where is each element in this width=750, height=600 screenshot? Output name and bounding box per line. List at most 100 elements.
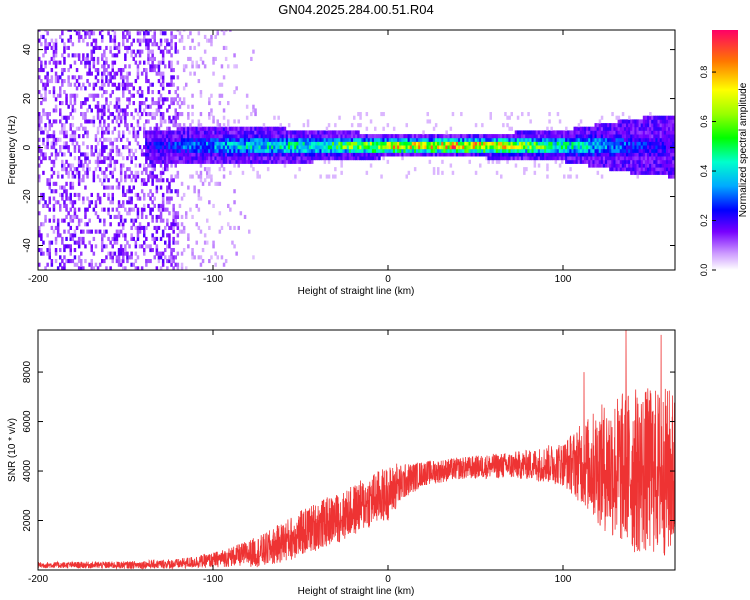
heatmap-cell xyxy=(166,185,169,190)
heatmap-cell xyxy=(653,148,656,153)
heatmap-cell xyxy=(556,145,560,150)
heatmap-cell xyxy=(275,141,278,146)
heatmap-cell xyxy=(105,255,108,260)
heatmap-cell xyxy=(168,240,171,245)
heatmap-cell xyxy=(565,152,568,157)
heatmap-cell xyxy=(233,163,236,168)
heatmap-cell xyxy=(63,123,66,128)
heatmap-cell xyxy=(157,134,161,139)
heatmap-cell xyxy=(138,93,142,98)
heatmap-cell xyxy=(397,137,400,142)
heatmap-cell xyxy=(59,130,62,135)
heatmap-cell xyxy=(94,75,98,80)
heatmap-cell xyxy=(302,145,306,150)
heatmap-cell xyxy=(182,123,186,128)
heatmap-cell xyxy=(122,86,125,91)
heatmap-cell xyxy=(455,145,459,150)
x-tick-label: 100 xyxy=(555,274,572,285)
heatmap-cell xyxy=(558,152,562,157)
heatmap-cell xyxy=(640,141,644,146)
heatmap-cell xyxy=(609,148,612,153)
heatmap-cell xyxy=(229,30,232,32)
heatmap-cell xyxy=(130,159,133,164)
heatmap-cell xyxy=(178,159,182,164)
heatmap-cell xyxy=(168,137,171,142)
heatmap-cell xyxy=(638,119,642,124)
heatmap-cell xyxy=(71,115,75,120)
heatmap-cell xyxy=(119,167,123,172)
heatmap-cell xyxy=(579,126,583,131)
heatmap-cell xyxy=(382,134,385,139)
heatmap-cell xyxy=(94,203,98,208)
heatmap-cell xyxy=(155,214,159,219)
heatmap-cell xyxy=(138,229,142,234)
heatmap-cell xyxy=(103,192,106,197)
heatmap-cell xyxy=(527,148,530,153)
heatmap-cell xyxy=(651,167,654,172)
heatmap-cell xyxy=(153,159,156,164)
heatmap-cell xyxy=(199,229,203,234)
heatmap-cell xyxy=(315,148,318,153)
heatmap-cell xyxy=(50,141,54,146)
heatmap-cell xyxy=(598,156,602,161)
heatmap-cell xyxy=(147,130,150,135)
heatmap-cell xyxy=(661,148,665,153)
heatmap-cell xyxy=(94,229,98,234)
heatmap-cell xyxy=(44,82,47,87)
heatmap-cell xyxy=(42,222,45,227)
heatmap-cell xyxy=(199,123,203,128)
heatmap-cell xyxy=(296,156,299,161)
heatmap-cell xyxy=(189,45,192,50)
heatmap-cell xyxy=(632,159,635,164)
heatmap-cell xyxy=(586,145,589,150)
heatmap-cell xyxy=(468,148,471,153)
y-tick-label: 6000 xyxy=(22,410,33,433)
heatmap-cell xyxy=(151,90,154,95)
heatmap-cell xyxy=(50,79,54,84)
heatmap-cell xyxy=(464,141,467,146)
heatmap-cell xyxy=(140,101,144,106)
heatmap-cell xyxy=(581,126,585,131)
heatmap-cell xyxy=(371,137,375,142)
heatmap-cell xyxy=(59,60,62,65)
heatmap-cell xyxy=(428,119,432,124)
heatmap-cell xyxy=(598,137,602,142)
heatmap-cell xyxy=(367,156,371,161)
heatmap-cell xyxy=(176,214,180,219)
heatmap-cell xyxy=(38,156,41,161)
heatmap-cell xyxy=(56,225,60,230)
heatmap-cell xyxy=(315,137,318,142)
heatmap-cell xyxy=(109,49,112,54)
heatmap-cell xyxy=(248,145,251,150)
heatmap-cell xyxy=(642,119,646,124)
heatmap-cell xyxy=(325,156,329,161)
heatmap-cell xyxy=(90,259,93,264)
heatmap-cell xyxy=(80,60,83,65)
heatmap-cell xyxy=(210,112,213,117)
heatmap-cell xyxy=(176,225,180,230)
heatmap-cell xyxy=(103,60,106,65)
heatmap-cell xyxy=(73,60,77,65)
heatmap-cell xyxy=(80,259,83,264)
heatmap-cell xyxy=(531,134,534,139)
heatmap-cell xyxy=(67,211,70,216)
heatmap-cell xyxy=(130,225,133,230)
heatmap-cell xyxy=(151,64,154,69)
heatmap-cell xyxy=(292,159,295,164)
heatmap-cell xyxy=(195,137,198,142)
heatmap-cell xyxy=(164,31,167,36)
heatmap-cell xyxy=(506,148,509,153)
heatmap-cell xyxy=(453,152,457,157)
heatmap-cell xyxy=(544,130,547,135)
heatmap-cell xyxy=(182,30,186,32)
heatmap-cell xyxy=(374,145,377,150)
heatmap-cell xyxy=(153,56,156,61)
heatmap-cell xyxy=(300,130,303,135)
heatmap-cell xyxy=(250,163,253,168)
heatmap-cell xyxy=(170,251,173,256)
heatmap-cell xyxy=(212,244,215,249)
heatmap-cell xyxy=(197,159,201,164)
heatmap-cell xyxy=(451,137,455,142)
heatmap-cell xyxy=(214,152,217,157)
heatmap-cell xyxy=(113,45,117,50)
